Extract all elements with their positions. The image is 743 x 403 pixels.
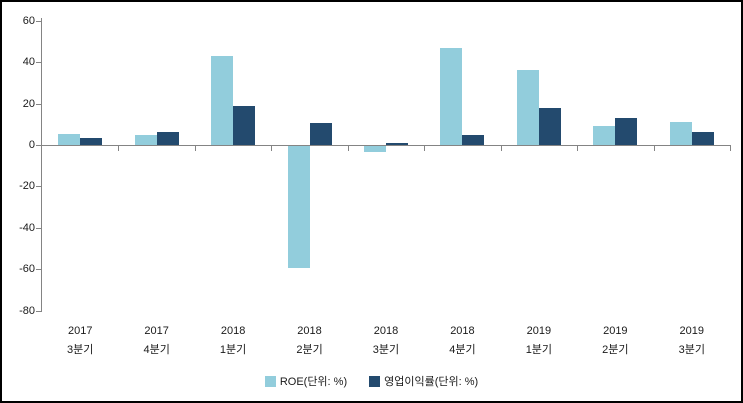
x-axis-category-quarter: 4분기	[449, 344, 476, 356]
bar-roe	[364, 146, 386, 153]
y-axis-tick-label: -60	[19, 263, 35, 276]
x-axis-category-year: 2018	[220, 325, 246, 337]
bar-operating-margin	[310, 123, 332, 145]
x-axis-line	[42, 145, 731, 146]
bar-roe	[135, 134, 157, 145]
x-axis-category-quarter: 4분기	[143, 344, 170, 356]
bar-roe	[440, 47, 462, 145]
y-axis-line	[41, 18, 42, 312]
x-axis-category-quarter: 2분기	[602, 344, 629, 356]
x-axis-category-year: 2017	[144, 325, 169, 337]
bar-operating-margin	[692, 131, 714, 145]
x-axis-tick	[577, 145, 579, 151]
x-axis-tick	[500, 145, 502, 151]
y-axis-tick	[36, 310, 42, 312]
y-axis-tick-label: 0	[28, 139, 35, 151]
y-axis-tick	[36, 20, 42, 22]
x-axis-category-year: 2018	[450, 325, 475, 337]
bar-operating-margin	[233, 105, 255, 145]
x-axis-category-quarter: 3분기	[67, 344, 94, 356]
legend-swatch-icon	[264, 375, 276, 387]
x-axis-category-year: 2018	[297, 325, 322, 337]
bar-roe	[58, 133, 80, 145]
bar-operating-margin	[462, 134, 484, 145]
x-axis-tick	[194, 145, 196, 151]
y-axis-tick	[36, 186, 42, 188]
x-axis-tick	[118, 145, 120, 151]
x-axis-category-quarter: 1분기	[219, 344, 247, 356]
bar-operating-margin	[386, 142, 408, 145]
bar-operating-margin	[157, 131, 179, 145]
legend-label: 영업이익률(단위: %)	[384, 376, 479, 388]
x-axis-tick	[424, 145, 426, 151]
x-axis-category-year: 2018	[373, 325, 399, 337]
bar-roe	[670, 122, 692, 145]
legend-item-operating-margin: 영업이익률(단위: %)	[369, 373, 478, 389]
bar-operating-margin	[80, 137, 102, 145]
x-axis-tick	[271, 145, 273, 151]
y-axis-tick	[36, 62, 42, 64]
y-axis-tick	[36, 103, 42, 105]
x-axis-category-year: 2017	[67, 325, 93, 337]
x-axis-category-quarter: 3분기	[372, 344, 400, 356]
y-axis-tick	[36, 269, 42, 271]
x-axis-category-year: 2019	[603, 325, 628, 337]
bar-roe	[288, 146, 310, 269]
y-axis-tick	[36, 227, 42, 229]
x-axis-category-quarter: 3분기	[678, 344, 705, 356]
y-axis-tick-label: 20	[22, 97, 35, 110]
bar-roe	[593, 126, 615, 145]
y-axis-tick-label: 40	[22, 56, 35, 69]
x-axis-category-year: 2019	[679, 325, 704, 337]
x-axis-category-quarter: 2분기	[296, 344, 323, 356]
x-axis-tick	[653, 145, 655, 151]
x-axis-category-quarter: 1분기	[525, 344, 553, 356]
bar-roe	[517, 70, 539, 145]
legend-label: ROE(단위: %)	[279, 376, 348, 388]
legend-swatch-icon	[369, 375, 381, 387]
y-axis-tick-label: -80	[19, 304, 35, 317]
legend: ROE(단위: %) 영업이익률(단위: %)	[2, 373, 741, 389]
x-axis-tick	[347, 145, 349, 151]
x-axis-category-year: 2019	[526, 325, 552, 337]
y-axis-tick	[36, 145, 42, 146]
y-axis-tick-label: -20	[19, 180, 35, 193]
bar-roe	[211, 55, 233, 145]
y-axis-tick-label: 60	[22, 14, 35, 27]
legend-item-roe: ROE(단위: %)	[264, 373, 348, 389]
bar-operating-margin	[615, 118, 637, 145]
bar-operating-margin	[539, 107, 561, 145]
y-axis-tick-label: -40	[19, 221, 35, 234]
x-axis-tick	[730, 145, 731, 151]
